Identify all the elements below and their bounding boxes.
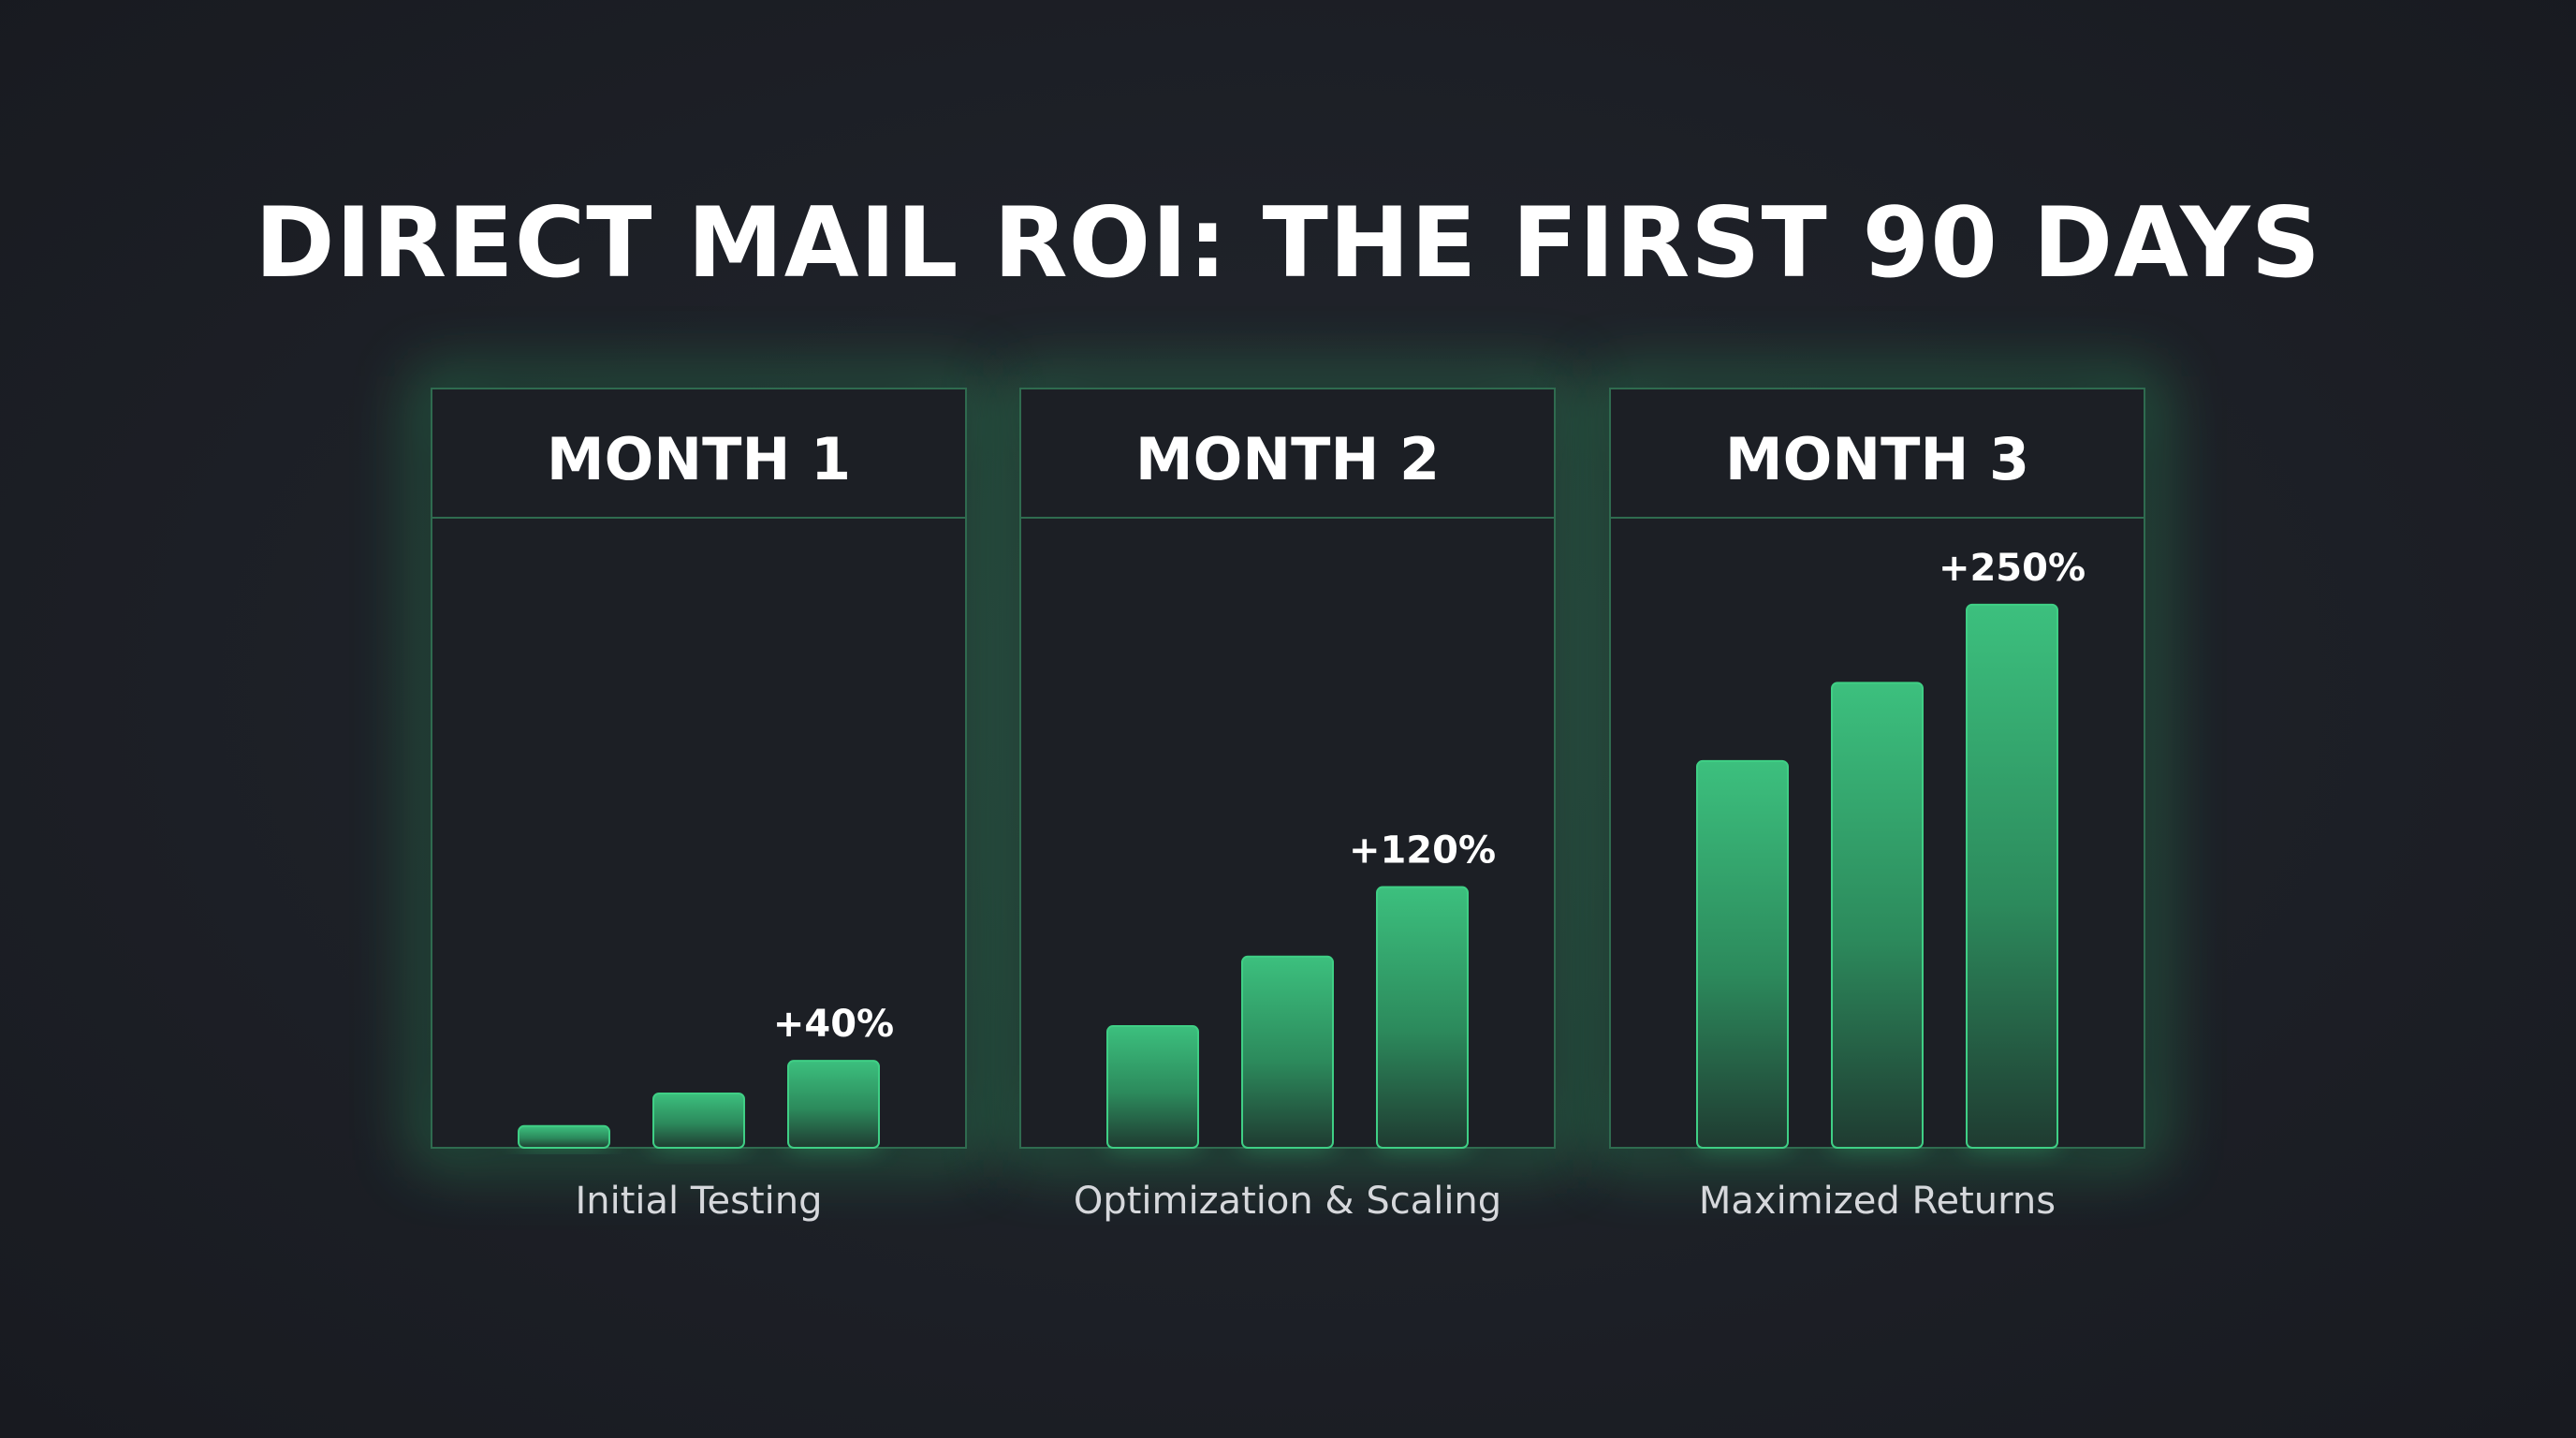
- bar-value-label: +40%: [773, 1003, 894, 1046]
- bar-month-3-1: [1696, 759, 1789, 1149]
- panel-frame: [431, 388, 967, 1149]
- bar-month-2-1: [1106, 1025, 1199, 1149]
- bar-month-3-2: [1831, 682, 1924, 1150]
- panel-caption: Maximized Returns: [1699, 1180, 2056, 1223]
- bar-month-2-3: [1376, 886, 1469, 1149]
- panel-layer: MONTH 1 +40% Initial Testing MONTH 2 +120% Op…: [431, 388, 2145, 1223]
- bar-value-label: +120%: [1349, 829, 1496, 873]
- panel-month-2: MONTH 2 +120% Optimization & Scaling: [1019, 388, 1556, 1223]
- bar-value-label: +250%: [1939, 547, 2086, 590]
- panel-header: MONTH 2: [1135, 425, 1440, 493]
- bar-month-3-3: [1966, 603, 2058, 1149]
- panel-caption: Initial Testing: [575, 1180, 822, 1223]
- panel-month-1: MONTH 1 +40% Initial Testing: [431, 388, 967, 1223]
- bar-month-1-3: [787, 1060, 880, 1149]
- bar-month-1-1: [518, 1124, 610, 1149]
- chart-title: DIRECT MAIL ROI: THE FIRST 90 DAYS: [255, 187, 2321, 300]
- panel-header: MONTH 1: [547, 425, 851, 493]
- bar-month-2-2: [1241, 955, 1334, 1149]
- panel-month-3: MONTH 3 +250% Maximized Returns: [1609, 388, 2145, 1223]
- panel-header: MONTH 3: [1725, 425, 2029, 493]
- panel-caption: Optimization & Scaling: [1074, 1180, 1501, 1223]
- bar-month-1-2: [652, 1092, 745, 1150]
